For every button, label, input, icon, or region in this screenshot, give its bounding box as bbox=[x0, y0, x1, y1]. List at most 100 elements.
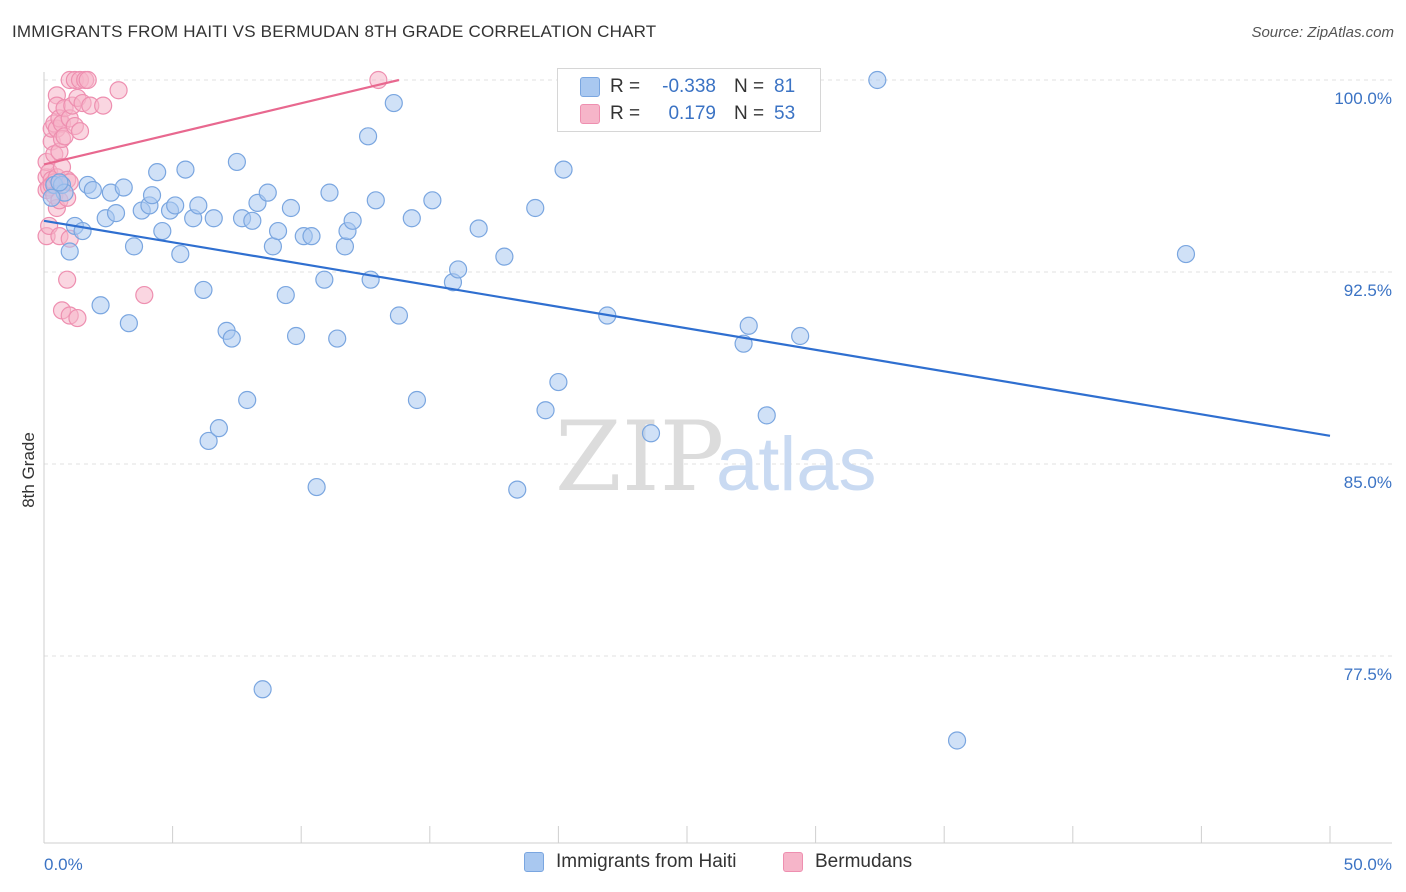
haiti-point bbox=[947, 731, 967, 750]
y-tick-label: 85.0% bbox=[1344, 473, 1392, 492]
series-haiti-points bbox=[42, 70, 1196, 750]
tick-labels: 100.0% 92.5% 85.0% 77.5% 0.0% 50.0% bbox=[44, 89, 1392, 874]
bermudans-legend-swatch bbox=[783, 852, 803, 872]
haiti-point bbox=[739, 316, 758, 335]
haiti-point bbox=[315, 270, 334, 289]
haiti-point bbox=[42, 188, 61, 207]
axes bbox=[43, 72, 1392, 844]
bermudans-swatch bbox=[580, 104, 600, 124]
haiti-point bbox=[189, 196, 208, 215]
legend-row-bermudans: R = 0.179 N = 53 bbox=[580, 101, 804, 127]
haiti-point bbox=[50, 173, 69, 192]
haiti-legend-swatch bbox=[524, 852, 544, 872]
x-tick-label: 50.0% bbox=[1344, 855, 1392, 874]
n-value: 81 bbox=[774, 76, 796, 97]
haiti-point bbox=[402, 209, 421, 228]
haiti-point bbox=[407, 390, 427, 410]
haiti-point bbox=[243, 211, 262, 230]
haiti-point bbox=[286, 326, 306, 346]
haiti-point bbox=[222, 329, 241, 348]
haiti-point bbox=[526, 198, 545, 218]
haiti-point bbox=[204, 209, 223, 228]
haiti-point bbox=[307, 477, 326, 497]
bermudans-point bbox=[58, 270, 77, 289]
haiti-point bbox=[281, 198, 301, 218]
haiti-point bbox=[60, 242, 79, 261]
haiti-point bbox=[148, 163, 167, 182]
haiti-point bbox=[268, 221, 288, 241]
source-label: Source: ZipAtlas.com bbox=[1251, 24, 1394, 41]
haiti-point bbox=[276, 285, 295, 305]
haiti-point bbox=[641, 424, 661, 443]
haiti-point bbox=[366, 191, 385, 210]
haiti-point bbox=[171, 244, 190, 264]
haiti-point bbox=[791, 326, 810, 346]
haiti-point bbox=[106, 204, 126, 223]
haiti-point bbox=[302, 227, 321, 246]
bermudans-point bbox=[135, 285, 154, 305]
n-label: N = bbox=[734, 103, 765, 124]
legend-row-haiti: R = -0.338 N = 81 bbox=[580, 74, 804, 100]
haiti-point bbox=[253, 680, 272, 699]
haiti-point bbox=[343, 211, 362, 230]
chart-title: IMMIGRANTS FROM HAITI VS BERMUDAN 8TH GR… bbox=[12, 22, 657, 41]
haiti-point bbox=[495, 247, 514, 266]
haiti-point bbox=[335, 237, 355, 256]
x-tick-label: 0.0% bbox=[44, 855, 83, 874]
haiti-point bbox=[258, 183, 277, 202]
series-legend: Immigrants from Haiti Bermudans bbox=[0, 851, 1406, 877]
haiti-point bbox=[176, 160, 195, 179]
haiti-point bbox=[389, 306, 409, 325]
legend-item-bermudans[interactable]: Bermudans bbox=[783, 851, 912, 873]
haiti-point bbox=[73, 221, 92, 241]
haiti-point bbox=[114, 178, 133, 197]
haiti-point bbox=[328, 329, 347, 348]
haiti-point bbox=[1176, 244, 1196, 264]
haiti-point bbox=[508, 480, 527, 499]
haiti-point bbox=[320, 183, 339, 202]
haiti-point bbox=[199, 431, 218, 451]
haiti-point bbox=[868, 70, 887, 90]
watermark-zip: ZIP bbox=[555, 401, 724, 513]
watermark: ZIP atlas bbox=[555, 401, 877, 513]
haiti-point bbox=[423, 191, 442, 210]
r-value: -0.338 bbox=[662, 76, 716, 97]
haiti-point bbox=[384, 93, 403, 113]
r-value: 0.179 bbox=[668, 103, 716, 124]
r-label: R = bbox=[610, 103, 641, 124]
haiti-point bbox=[238, 390, 257, 410]
haiti-point bbox=[91, 296, 110, 315]
haiti-legend-label: Immigrants from Haiti bbox=[556, 851, 737, 872]
bermudans-point bbox=[78, 70, 97, 90]
haiti-point bbox=[153, 221, 172, 241]
haiti-point bbox=[554, 160, 573, 179]
n-value: 53 bbox=[774, 103, 796, 124]
n-label: N = bbox=[734, 76, 765, 97]
bermudans-point bbox=[70, 122, 90, 141]
legend-item-haiti[interactable]: Immigrants from Haiti bbox=[524, 851, 737, 873]
haiti-point bbox=[119, 314, 138, 333]
haiti-trend-line bbox=[43, 219, 1331, 437]
grid-lines bbox=[44, 79, 1392, 657]
haiti-point bbox=[227, 152, 246, 172]
y-tick-label: 77.5% bbox=[1344, 665, 1392, 684]
bermudans-legend-label: Bermudans bbox=[815, 851, 913, 872]
haiti-point bbox=[448, 260, 468, 279]
haiti-point bbox=[209, 419, 228, 438]
y-axis-label: 8th Grade bbox=[19, 432, 38, 508]
bermudans-point bbox=[109, 81, 128, 100]
y-tick-label: 100.0% bbox=[1334, 89, 1392, 108]
r-label: R = bbox=[610, 76, 641, 97]
haiti-point bbox=[194, 280, 213, 300]
haiti-point bbox=[166, 196, 185, 215]
haiti-swatch bbox=[580, 77, 600, 97]
haiti-point bbox=[549, 372, 568, 392]
stats-legend: R = -0.338 N = 81 R = 0.179 N = 53 bbox=[557, 68, 821, 132]
bermudans-point bbox=[94, 96, 113, 115]
haiti-point bbox=[142, 186, 162, 205]
watermark-atlas: atlas bbox=[716, 422, 877, 507]
haiti-point bbox=[263, 237, 283, 256]
haiti-point bbox=[757, 406, 776, 425]
bermudans-point bbox=[68, 308, 87, 328]
